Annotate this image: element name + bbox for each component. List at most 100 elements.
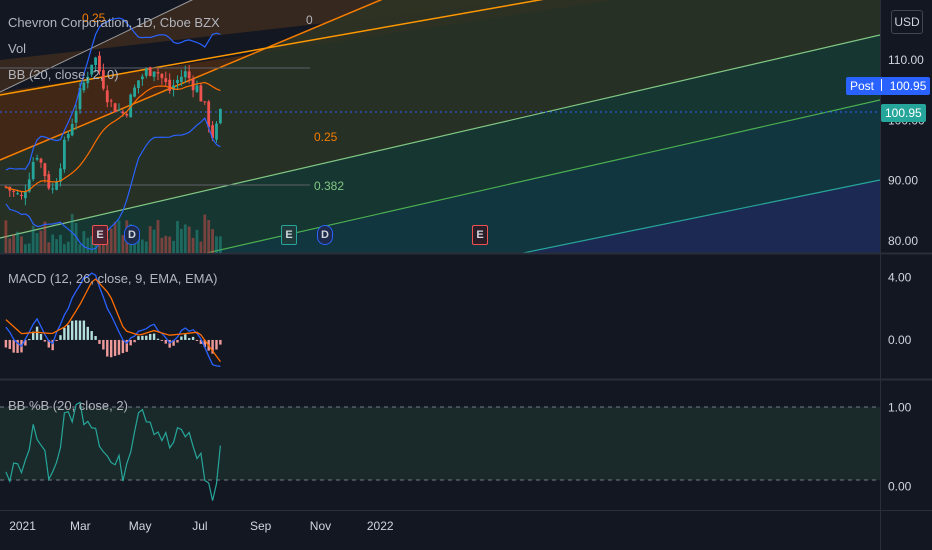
volume-bar: [156, 219, 160, 253]
time-axis-tick: Mar: [70, 519, 91, 533]
candle: [176, 75, 179, 90]
volume-bar: [164, 235, 168, 253]
macd-histogram-bar: [156, 338, 160, 340]
macd-histogram-bar: [160, 339, 164, 341]
candle: [86, 71, 90, 89]
candle: [98, 51, 101, 75]
candle: [113, 102, 117, 113]
macd-histogram-bar: [35, 326, 39, 340]
volume-bar: [176, 221, 179, 253]
candle: [90, 64, 94, 78]
candle: [62, 136, 66, 173]
macd-histogram-bar: [82, 320, 86, 340]
macd-histogram-bar: [133, 339, 136, 343]
time-axis-tick: Jul: [192, 519, 207, 533]
macd-histogram-bar: [164, 339, 167, 344]
volume-bar: [70, 214, 74, 253]
candle: [43, 162, 47, 183]
volume-bar: [16, 231, 19, 253]
candle: [152, 71, 156, 82]
volume-bar: [20, 236, 23, 253]
macd-histogram-bar: [24, 339, 27, 346]
signal-line: [5, 278, 221, 362]
macd-histogram-bar: [129, 339, 132, 346]
bbpct-axis-tick: 0.00: [888, 479, 912, 493]
currency-button[interactable]: USD: [891, 10, 923, 34]
volume-bar: [51, 234, 55, 253]
macd-histogram-bar: [94, 336, 97, 340]
volume-bar: [86, 237, 90, 253]
volume-bar: [27, 243, 31, 253]
bbpct-legend: BB %B (20, close, 2): [8, 398, 128, 413]
time-axis-tick: Sep: [250, 519, 272, 533]
fib-channel: [0, 0, 880, 253]
volume-bar: [121, 235, 125, 253]
macd-histogram-bar: [109, 339, 113, 358]
macd-histogram-bar: [55, 339, 58, 342]
candle: [66, 130, 70, 142]
candle: [31, 157, 35, 182]
macd-histogram-bar: [191, 336, 195, 340]
macd-histogram-bar: [70, 320, 74, 340]
macd-histogram-bar: [125, 339, 128, 352]
candle: [125, 112, 129, 118]
volume-bar: [113, 221, 117, 253]
volume-bar: [168, 236, 172, 253]
earnings-badge[interactable]: E: [281, 225, 297, 245]
candle: [70, 118, 74, 137]
candle: [140, 73, 144, 86]
macd-histogram-bar: [215, 339, 218, 350]
earnings-badge[interactable]: E: [92, 225, 108, 245]
candle: [51, 182, 55, 194]
macd-histogram-bar: [51, 339, 54, 351]
dividend-badge[interactable]: D: [124, 225, 140, 245]
volume-bar: [203, 214, 207, 253]
candle: [55, 178, 58, 191]
volume-bar: [4, 220, 8, 253]
price-axis-tick: 110.00: [888, 53, 924, 67]
volume-legend: Vol: [8, 41, 27, 56]
macd-histogram-bar: [31, 331, 35, 340]
macd-histogram-bar: [59, 335, 62, 340]
volume-bar: [191, 237, 195, 253]
time-axis-tick: 2021: [9, 519, 36, 533]
candle: [195, 80, 199, 94]
volume-bar: [179, 228, 183, 253]
volume-bar: [148, 226, 152, 253]
bbpct-line: [5, 401, 221, 501]
macd-histogram-bar: [148, 333, 152, 340]
volume-bar: [39, 230, 43, 253]
volume-bar: [74, 222, 78, 253]
candle: [117, 103, 121, 112]
macd-histogram-bar: [47, 339, 50, 348]
candle: [20, 190, 23, 200]
time-axis-tick: 2022: [367, 519, 394, 533]
price-axis-tick: 80.00: [888, 234, 918, 248]
macd-histogram-bar: [67, 325, 70, 340]
candle: [203, 101, 207, 106]
candle: [12, 188, 16, 197]
volume-bar: [152, 229, 156, 253]
volume-bar: [62, 244, 66, 253]
candle: [105, 85, 109, 108]
volume-bar: [94, 238, 97, 253]
candle: [148, 66, 152, 77]
earnings-badge[interactable]: E: [472, 225, 488, 245]
macd-line: [5, 272, 221, 367]
candle: [187, 65, 191, 84]
macd-histogram-bar: [102, 339, 105, 350]
candle: [218, 108, 222, 125]
volume-bar: [137, 230, 140, 253]
macd-legend: MACD (12, 26, close, 9, EMA, EMA): [8, 271, 218, 286]
candle: [74, 104, 78, 130]
candle: [164, 71, 168, 87]
volume-bar: [211, 229, 214, 253]
macd-histogram-bar: [203, 339, 206, 348]
dividend-badge[interactable]: D: [317, 225, 333, 245]
macd-histogram-bar: [184, 334, 187, 340]
macd-histogram-bar: [4, 339, 8, 348]
macd-histogram-bar: [43, 339, 47, 342]
macd-histogram-bar: [78, 320, 82, 340]
candle: [160, 73, 164, 85]
